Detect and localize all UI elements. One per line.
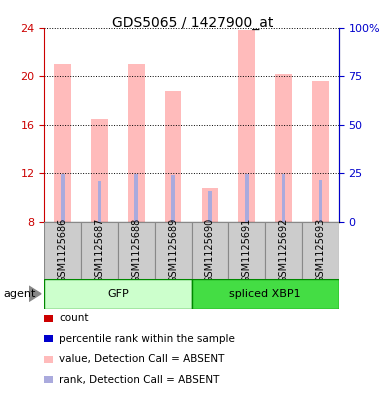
Bar [118,222,155,279]
Polygon shape [29,286,41,301]
Text: rank, Detection Call = ABSENT: rank, Detection Call = ABSENT [59,375,219,385]
Bar [61,174,65,222]
Text: percentile rank within the sample: percentile rank within the sample [59,334,235,344]
Bar [208,191,212,222]
Text: value, Detection Call = ABSENT: value, Detection Call = ABSENT [59,354,224,364]
Bar [312,81,329,222]
Bar [192,222,228,279]
Bar [44,279,192,309]
Bar [302,222,339,279]
Text: GSM1125691: GSM1125691 [242,218,252,283]
Text: GDS5065 / 1427900_at: GDS5065 / 1427900_at [112,16,273,30]
Bar [192,279,339,309]
Text: GSM1125687: GSM1125687 [94,218,104,283]
Bar [165,91,181,222]
Bar [265,222,302,279]
Text: spliced XBP1: spliced XBP1 [229,289,301,299]
Bar [44,222,81,279]
Bar [54,64,71,222]
Text: GSM1125692: GSM1125692 [279,218,289,283]
Bar [245,174,249,222]
Bar [228,222,265,279]
Text: agent: agent [4,289,36,299]
Text: GSM1125690: GSM1125690 [205,218,215,283]
Bar [275,74,292,222]
Bar [91,119,108,222]
Text: count: count [59,313,89,323]
Text: GSM1125689: GSM1125689 [168,218,178,283]
Bar [98,181,101,222]
Bar [171,174,175,222]
Bar [318,180,322,222]
Bar [238,30,255,222]
Bar [81,222,118,279]
Bar [155,222,192,279]
Text: GSM1125688: GSM1125688 [131,218,141,283]
Text: GSM1125686: GSM1125686 [58,218,68,283]
Bar [128,64,145,222]
Bar [282,174,285,222]
Text: GFP: GFP [107,289,129,299]
Bar [202,188,218,222]
Text: GSM1125693: GSM1125693 [315,218,325,283]
Bar [134,174,138,222]
